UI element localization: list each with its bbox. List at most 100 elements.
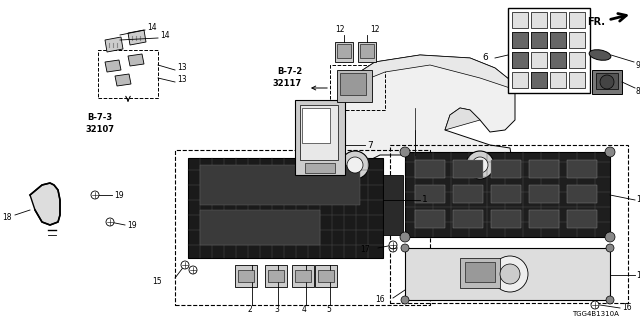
- Circle shape: [347, 157, 363, 173]
- Polygon shape: [323, 55, 515, 175]
- FancyBboxPatch shape: [531, 72, 547, 88]
- FancyBboxPatch shape: [567, 185, 597, 203]
- FancyBboxPatch shape: [512, 52, 528, 68]
- Polygon shape: [30, 183, 60, 225]
- FancyBboxPatch shape: [592, 70, 622, 94]
- FancyBboxPatch shape: [491, 160, 521, 178]
- FancyBboxPatch shape: [453, 185, 483, 203]
- Circle shape: [389, 241, 397, 249]
- FancyBboxPatch shape: [265, 265, 287, 287]
- FancyBboxPatch shape: [405, 152, 610, 237]
- FancyBboxPatch shape: [491, 210, 521, 228]
- FancyBboxPatch shape: [238, 270, 254, 282]
- Text: 16: 16: [622, 303, 632, 313]
- Circle shape: [591, 301, 599, 309]
- Text: 11: 11: [636, 196, 640, 204]
- Text: 5: 5: [326, 306, 331, 315]
- FancyBboxPatch shape: [200, 165, 360, 205]
- FancyBboxPatch shape: [569, 52, 585, 68]
- Circle shape: [606, 296, 614, 304]
- Polygon shape: [355, 55, 515, 88]
- Text: 2: 2: [248, 306, 253, 315]
- FancyBboxPatch shape: [550, 52, 566, 68]
- Polygon shape: [445, 108, 480, 130]
- Text: 17: 17: [360, 245, 370, 254]
- FancyBboxPatch shape: [550, 12, 566, 28]
- FancyBboxPatch shape: [529, 160, 559, 178]
- Text: 6: 6: [483, 53, 488, 62]
- FancyBboxPatch shape: [453, 210, 483, 228]
- FancyBboxPatch shape: [295, 100, 345, 175]
- FancyBboxPatch shape: [567, 210, 597, 228]
- FancyBboxPatch shape: [512, 32, 528, 48]
- Circle shape: [606, 244, 614, 252]
- Text: 9: 9: [635, 60, 640, 69]
- Circle shape: [341, 151, 369, 179]
- FancyBboxPatch shape: [360, 44, 374, 58]
- Text: 8: 8: [636, 86, 640, 95]
- Circle shape: [91, 191, 99, 199]
- FancyBboxPatch shape: [318, 270, 334, 282]
- FancyBboxPatch shape: [300, 105, 338, 160]
- Text: 13: 13: [177, 63, 187, 73]
- Circle shape: [500, 264, 520, 284]
- FancyBboxPatch shape: [569, 72, 585, 88]
- Circle shape: [106, 218, 114, 226]
- Text: 14: 14: [160, 31, 170, 41]
- FancyBboxPatch shape: [337, 44, 351, 58]
- FancyBboxPatch shape: [383, 175, 403, 235]
- FancyBboxPatch shape: [415, 185, 445, 203]
- Circle shape: [600, 75, 614, 89]
- FancyBboxPatch shape: [358, 42, 376, 62]
- FancyBboxPatch shape: [460, 258, 500, 288]
- FancyBboxPatch shape: [235, 265, 257, 287]
- Circle shape: [472, 157, 488, 173]
- Circle shape: [400, 147, 410, 157]
- FancyBboxPatch shape: [531, 32, 547, 48]
- Circle shape: [400, 232, 410, 242]
- FancyBboxPatch shape: [529, 185, 559, 203]
- Text: 3: 3: [274, 306, 279, 315]
- FancyBboxPatch shape: [465, 262, 495, 282]
- FancyBboxPatch shape: [295, 270, 311, 282]
- Ellipse shape: [589, 50, 611, 60]
- FancyBboxPatch shape: [491, 185, 521, 203]
- Text: 13: 13: [177, 76, 187, 84]
- FancyBboxPatch shape: [531, 12, 547, 28]
- Text: 15: 15: [152, 277, 162, 286]
- FancyBboxPatch shape: [531, 72, 547, 88]
- FancyBboxPatch shape: [337, 70, 372, 102]
- Text: 7: 7: [367, 140, 372, 149]
- FancyBboxPatch shape: [415, 210, 445, 228]
- FancyBboxPatch shape: [531, 32, 547, 48]
- FancyBboxPatch shape: [569, 32, 585, 48]
- Text: 19: 19: [114, 190, 124, 199]
- FancyBboxPatch shape: [268, 270, 284, 282]
- FancyBboxPatch shape: [315, 265, 337, 287]
- Polygon shape: [105, 37, 123, 52]
- FancyBboxPatch shape: [302, 108, 330, 143]
- Text: 16: 16: [376, 295, 385, 305]
- Polygon shape: [105, 60, 121, 72]
- FancyBboxPatch shape: [305, 163, 335, 173]
- Circle shape: [605, 147, 615, 157]
- FancyBboxPatch shape: [415, 160, 445, 178]
- Circle shape: [605, 232, 615, 242]
- FancyBboxPatch shape: [550, 72, 566, 88]
- Circle shape: [389, 244, 397, 252]
- FancyBboxPatch shape: [512, 12, 528, 28]
- Circle shape: [492, 256, 528, 292]
- FancyBboxPatch shape: [340, 73, 366, 95]
- FancyBboxPatch shape: [596, 73, 618, 89]
- Circle shape: [189, 266, 197, 274]
- Text: B-7-2: B-7-2: [276, 68, 302, 76]
- Text: 1: 1: [422, 196, 428, 204]
- FancyBboxPatch shape: [405, 248, 610, 300]
- Text: TGG4B1310A: TGG4B1310A: [572, 311, 618, 317]
- Text: 4: 4: [302, 306, 307, 315]
- Polygon shape: [128, 30, 146, 45]
- Text: 19: 19: [127, 220, 136, 229]
- Text: 10: 10: [636, 270, 640, 279]
- Circle shape: [466, 151, 494, 179]
- FancyBboxPatch shape: [453, 160, 483, 178]
